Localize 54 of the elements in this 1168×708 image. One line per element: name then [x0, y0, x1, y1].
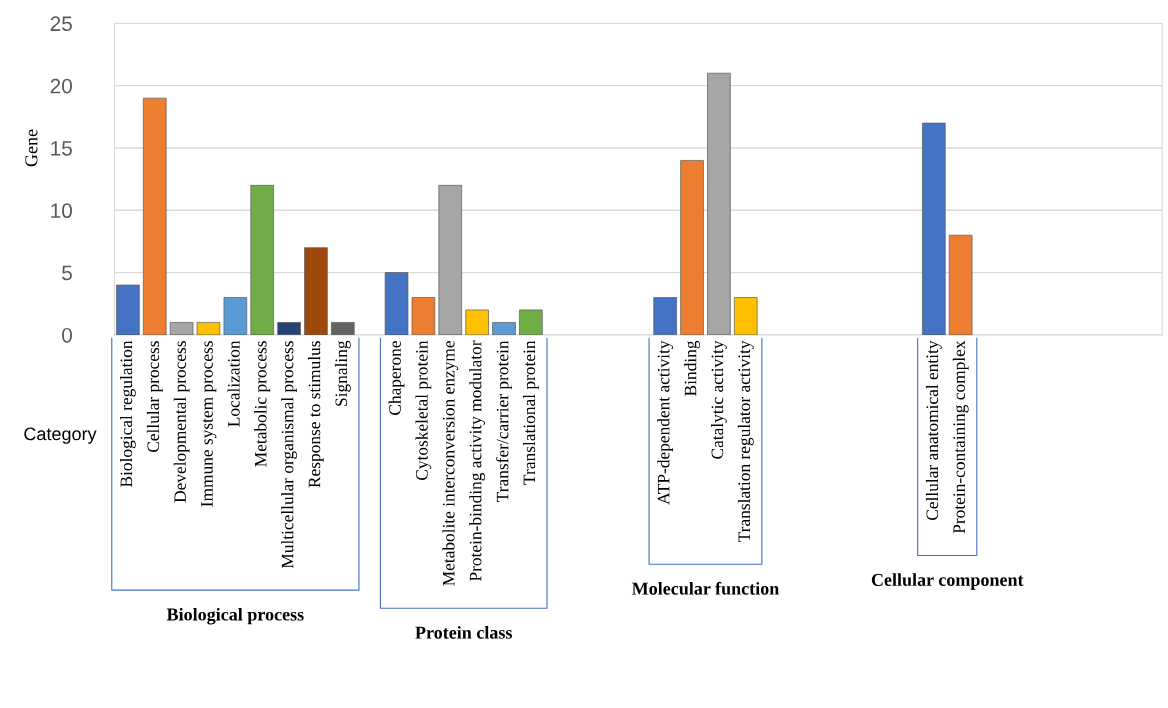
bar	[196, 322, 221, 335]
bar	[223, 297, 248, 335]
bar	[680, 160, 704, 335]
x-tick-label: Cellular anatomical entity	[925, 340, 942, 521]
x-tick-label: Multicellular organismal process	[281, 341, 297, 569]
x-tick-label: Protein-binding activity modulator	[469, 340, 486, 582]
text: Cellular component	[871, 573, 1024, 590]
x-tick-label: ATP-dependent activity	[657, 340, 674, 505]
text: Molecular function	[631, 581, 780, 595]
x-tick-label: Transfer/carrier protein	[496, 340, 512, 502]
x-tick-label: Binding	[684, 340, 700, 396]
bar	[519, 309, 543, 335]
x-tick-label: Protein-containing complex	[952, 340, 969, 534]
x-tick-label: Translational protein	[522, 340, 539, 485]
x-tick-label: Developmental process	[173, 341, 190, 503]
y-tick-label: 25	[50, 16, 72, 32]
x-axis-title: Category	[24, 427, 97, 444]
bar	[438, 185, 463, 335]
x-tick-label: Cytoskeletal protein	[415, 340, 432, 481]
x-tick-label: Signaling	[334, 340, 351, 406]
x-tick-label: Metabolite interconversion enzyme	[442, 341, 459, 586]
x-tick-label: Chaperone	[388, 341, 405, 415]
text: Biological process	[166, 607, 304, 625]
bar	[169, 322, 194, 335]
bar	[384, 272, 409, 335]
bar	[465, 309, 489, 335]
bar	[653, 297, 677, 335]
y-tick-label: 10	[51, 203, 72, 219]
bar	[250, 185, 274, 335]
x-tick-label: Metabolic process	[254, 341, 271, 467]
text: Protein class	[415, 626, 512, 639]
bar	[331, 322, 355, 335]
bar	[411, 297, 436, 335]
y-tick-label: 20	[50, 78, 72, 94]
bar	[277, 322, 301, 335]
bar	[142, 97, 167, 335]
y-tick-label: 0	[62, 327, 72, 343]
x-tick-label: Biological regulation	[120, 340, 136, 487]
bar	[948, 234, 973, 335]
bar	[492, 322, 516, 335]
y-tick-label: 15	[51, 141, 72, 156]
bar	[734, 297, 758, 335]
bar	[304, 247, 328, 335]
x-tick-label: Response to stimulus	[308, 341, 324, 488]
bar	[922, 122, 946, 335]
bar	[707, 72, 731, 335]
x-tick-label: Translation regulator activity	[737, 340, 754, 542]
y-axis-title: Gene	[25, 129, 38, 167]
bar	[116, 284, 140, 335]
x-tick-label: Catalytic activity	[711, 340, 727, 459]
y-tick-label: 5	[62, 265, 72, 281]
x-tick-label: Cellular process	[146, 341, 163, 453]
x-tick-label: Localization	[227, 340, 240, 427]
x-tick-label: Immune system process	[201, 341, 217, 507]
